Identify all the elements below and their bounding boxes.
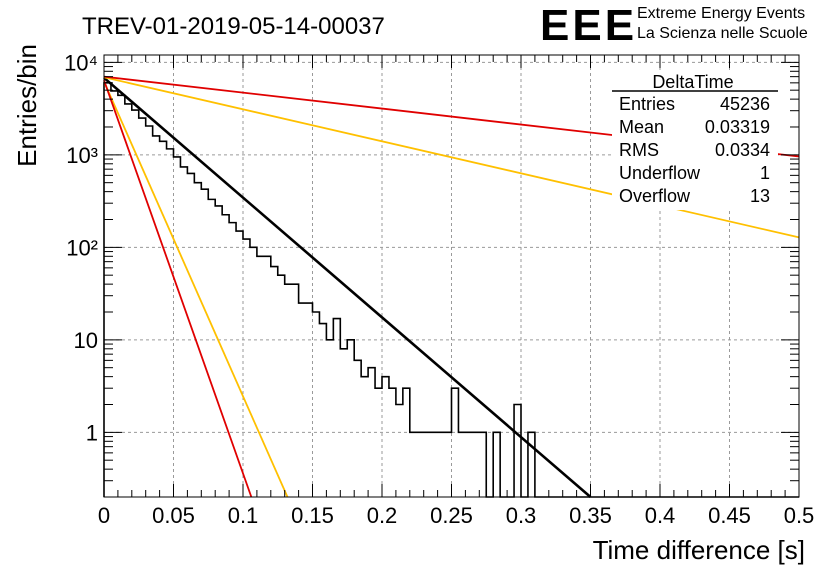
stats-row-label: Overflow [619,186,691,206]
fit-curve [103,76,800,239]
logo-line-2: La Scienza nelle Scuole [637,25,808,42]
chart-title: TREV-01-2019-05-14-00037 [82,13,385,40]
y-axis: 1 10 10² 10³ 10⁴ [64,50,799,498]
stats-row-value: 0.03319 [705,117,770,137]
x-tick-label: 0.35 [569,503,612,528]
stats-box-background [612,70,778,210]
fit-curve [103,79,253,498]
x-tick-label: 0.4 [645,503,676,528]
stats-row-value: 13 [750,186,770,206]
x-axis: 0 0.05 0.1 0.15 0.2 0.25 0.3 0.35 0.4 0.45 0.5 [98,55,814,528]
y-tick-label: 10⁴ [64,50,98,75]
x-tick-label: 0 [98,503,110,528]
stats-rows: Entries 45236 Mean 0.03319 RMS 0.0334 Underflo… [619,94,770,206]
fit-curve [103,76,592,498]
stats-row-value: 1 [760,163,770,183]
y-tick-label: 1 [86,420,98,445]
y-tick-label: 10 [74,328,98,353]
x-tick-label: 0.1 [228,503,259,528]
stats-row-value: 0.0334 [715,140,770,160]
x-tick-label: 0.5 [784,503,815,528]
x-tick-label: 0.05 [152,503,195,528]
x-tick-label: 0.25 [430,503,473,528]
eee-logo: EEE Extreme Energy Events La Scienza nel… [540,1,808,50]
stats-box: DeltaTime Entries 45236 Mean 0.03319 RMS 0.03… [612,70,778,210]
y-tick-label: 10³ [66,143,98,168]
stats-row-label: Entries [619,94,675,114]
stats-row-label: Underflow [619,163,701,183]
stats-row-label: RMS [619,140,659,160]
x-tick-label: 0.15 [291,503,334,528]
stats-box-title: DeltaTime [652,72,733,92]
x-tick-label: 0.2 [367,503,398,528]
stats-row-label: Mean [619,117,664,137]
fit-curve [103,81,289,498]
logo-line-1: Extreme Energy Events [637,5,805,22]
y-axis-label: Entries/bin [12,44,42,167]
x-tick-label: 0.45 [708,503,751,528]
y-tick-label: 10² [66,235,98,260]
x-axis-label: Time difference [s] [593,535,805,565]
eee-logo-mark: EEE [540,1,637,50]
fit-curves [103,75,800,498]
x-tick-label: 0.3 [506,503,537,528]
stats-row-value: 45236 [720,94,770,114]
